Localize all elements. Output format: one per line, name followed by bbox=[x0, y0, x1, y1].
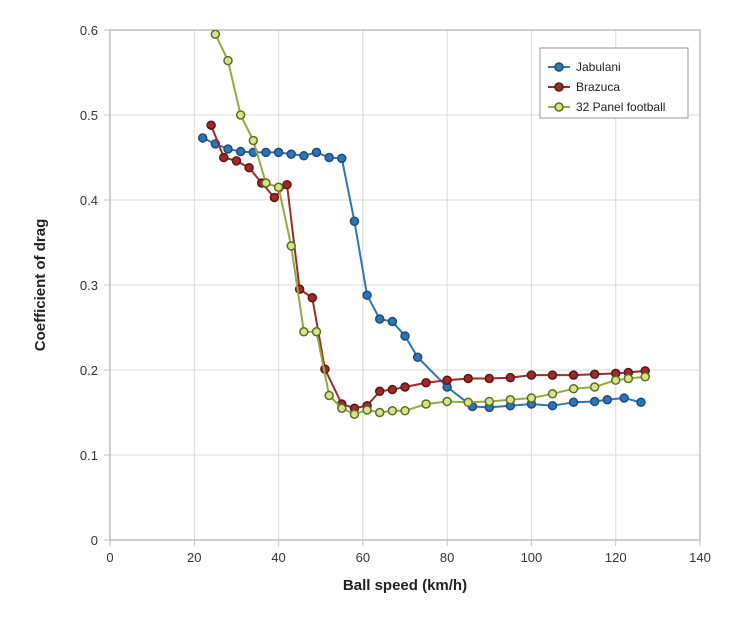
legend-marker bbox=[555, 103, 563, 111]
marker bbox=[249, 137, 257, 145]
marker bbox=[388, 318, 396, 326]
marker bbox=[232, 157, 240, 165]
marker bbox=[624, 375, 632, 383]
marker bbox=[350, 410, 358, 418]
marker bbox=[262, 148, 270, 156]
legend: Jabulani Brazuca 32 Panel football bbox=[540, 48, 688, 118]
marker bbox=[527, 394, 535, 402]
marker bbox=[211, 30, 219, 38]
marker bbox=[376, 409, 384, 417]
legend-label: 32 Panel football bbox=[576, 100, 665, 114]
legend-marker bbox=[555, 63, 563, 71]
x-tick-label: 80 bbox=[440, 550, 454, 565]
marker bbox=[570, 371, 578, 379]
marker bbox=[313, 148, 321, 156]
marker bbox=[283, 181, 291, 189]
x-tick-label: 40 bbox=[271, 550, 285, 565]
marker bbox=[300, 152, 308, 160]
marker bbox=[308, 294, 316, 302]
marker bbox=[603, 396, 611, 404]
x-tick-label: 0 bbox=[106, 550, 113, 565]
marker bbox=[325, 392, 333, 400]
x-tick-label: 140 bbox=[689, 550, 711, 565]
marker bbox=[237, 111, 245, 119]
y-tick-label: 0 bbox=[91, 533, 98, 548]
marker bbox=[376, 387, 384, 395]
marker bbox=[300, 328, 308, 336]
marker bbox=[422, 379, 430, 387]
marker bbox=[207, 121, 215, 129]
marker bbox=[220, 154, 228, 162]
y-tick-label: 0.5 bbox=[80, 108, 98, 123]
marker bbox=[464, 375, 472, 383]
marker bbox=[641, 373, 649, 381]
marker bbox=[414, 353, 422, 361]
y-tick-label: 0.2 bbox=[80, 363, 98, 378]
legend-marker bbox=[555, 83, 563, 91]
marker bbox=[570, 385, 578, 393]
marker bbox=[527, 371, 535, 379]
marker bbox=[237, 148, 245, 156]
marker bbox=[506, 374, 514, 382]
marker bbox=[363, 291, 371, 299]
marker bbox=[388, 386, 396, 394]
x-tick-label: 20 bbox=[187, 550, 201, 565]
y-tick-label: 0.1 bbox=[80, 448, 98, 463]
legend-label: Brazuca bbox=[576, 80, 620, 94]
marker bbox=[224, 145, 232, 153]
legend-label: Jabulani bbox=[576, 60, 621, 74]
y-axis-label: Coefficient of drag bbox=[32, 219, 49, 352]
y-tick-label: 0.4 bbox=[80, 193, 98, 208]
x-axis-label: Ball speed (km/h) bbox=[343, 577, 467, 594]
marker bbox=[591, 383, 599, 391]
marker bbox=[591, 397, 599, 405]
marker bbox=[549, 371, 557, 379]
marker bbox=[287, 150, 295, 158]
marker bbox=[549, 402, 557, 410]
marker bbox=[443, 397, 451, 405]
marker bbox=[388, 407, 396, 415]
y-tick-label: 0.3 bbox=[80, 278, 98, 293]
marker bbox=[275, 148, 283, 156]
marker bbox=[287, 242, 295, 250]
marker bbox=[591, 370, 599, 378]
marker bbox=[549, 390, 557, 398]
marker bbox=[245, 164, 253, 172]
marker bbox=[612, 376, 620, 384]
marker bbox=[199, 134, 207, 142]
y-tick-label: 0.6 bbox=[80, 23, 98, 38]
marker bbox=[637, 398, 645, 406]
marker bbox=[506, 396, 514, 404]
marker bbox=[224, 57, 232, 65]
drag-coefficient-chart: 0 20 40 60 80 100 120 140 0 0.1 0.2 0.3 0.4 0.5 0.6 Bal… bbox=[0, 0, 750, 620]
x-tick-label: 60 bbox=[356, 550, 370, 565]
marker bbox=[313, 328, 321, 336]
marker bbox=[376, 315, 384, 323]
marker bbox=[464, 398, 472, 406]
x-tick-label: 120 bbox=[605, 550, 627, 565]
marker bbox=[262, 179, 270, 187]
marker bbox=[325, 154, 333, 162]
marker bbox=[338, 154, 346, 162]
marker bbox=[485, 397, 493, 405]
marker bbox=[443, 376, 451, 384]
marker bbox=[570, 398, 578, 406]
marker bbox=[401, 407, 409, 415]
marker bbox=[485, 375, 493, 383]
x-tick-label: 100 bbox=[521, 550, 543, 565]
chart-container: 0 20 40 60 80 100 120 140 0 0.1 0.2 0.3 0.4 0.5 0.6 Bal… bbox=[0, 0, 750, 620]
marker bbox=[401, 383, 409, 391]
marker bbox=[620, 394, 628, 402]
marker bbox=[363, 406, 371, 414]
marker bbox=[422, 400, 430, 408]
marker bbox=[275, 183, 283, 191]
marker bbox=[350, 217, 358, 225]
marker bbox=[270, 193, 278, 201]
marker bbox=[338, 404, 346, 412]
marker bbox=[401, 332, 409, 340]
